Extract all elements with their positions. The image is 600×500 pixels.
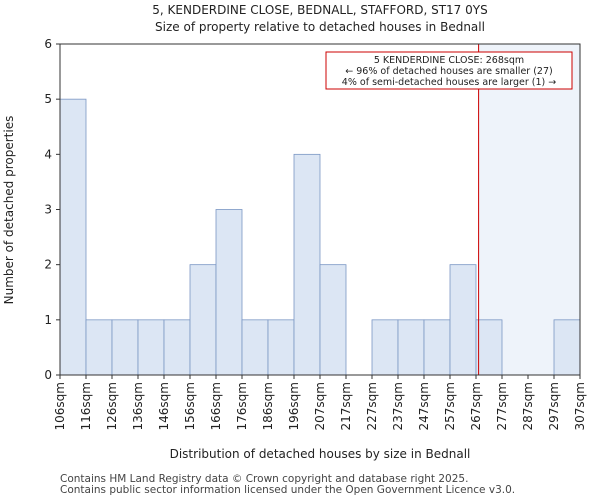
x-tick-label: 126sqm [105,382,119,430]
footer-line-1: Contains HM Land Registry data © Crown c… [60,473,469,485]
chart-subtitle: Size of property relative to detached ho… [155,20,485,34]
x-tick-label: 146sqm [157,382,171,430]
bar-156sqm [189,264,217,376]
bar-227sqm [371,319,399,376]
x-tick-label: 237sqm [391,382,405,430]
bar-257sqm [449,264,477,376]
y-tick-label: 2 [44,258,52,272]
x-tick-label: 116sqm [79,382,93,430]
x-tick-label: 277sqm [495,382,509,430]
y-tick-label: 5 [44,92,52,106]
bar-126sqm [111,319,139,376]
x-tick-label: 106sqm [53,382,67,430]
x-tick-label: 257sqm [443,382,457,430]
x-tick-label: 136sqm [131,382,145,430]
annotation: 5 KENDERDINE CLOSE: 268sqm ← 96% of deta… [325,51,573,90]
y-axis: 0 1 2 3 4 5 6 [44,37,60,382]
x-axis-label: Distribution of detached houses by size … [170,447,471,461]
bar-297sqm [553,319,581,376]
y-tick-label: 3 [44,203,52,217]
bar-267sqm [475,319,503,376]
y-tick-label: 0 [44,368,52,382]
footer: Contains HM Land Registry data © Crown c… [60,474,515,496]
bar-196sqm [293,153,321,376]
annotation-line-3: 4% of semi-detached houses are larger (1… [342,77,556,88]
x-tick-label: 227sqm [365,382,379,430]
footer-line-2: Contains public sector information licen… [60,484,516,496]
bar-146sqm [163,319,191,376]
bar-247sqm [423,319,451,376]
bar-136sqm [137,319,165,376]
x-tick-label: 297sqm [547,382,561,430]
x-tick-label: 166sqm [209,382,223,430]
annotation-line-2: ← 96% of detached houses are smaller (27… [345,66,552,77]
y-tick-label: 1 [44,313,52,327]
x-tick-label: 267sqm [469,382,483,430]
x-tick-label: 217sqm [339,382,353,430]
x-tick-label: 186sqm [261,382,275,430]
bar-207sqm [319,264,347,376]
bar-166sqm [215,209,243,376]
annotation-line-1: 5 KENDERDINE CLOSE: 268sqm [374,55,524,66]
x-tick-label: 307sqm [573,382,587,430]
x-tick-label: 207sqm [313,382,327,430]
x-tick-label: 287sqm [521,382,535,430]
x-tick-label: 176sqm [235,382,249,430]
x-tick-label: 247sqm [417,382,431,430]
x-tick-label: 196sqm [287,382,301,430]
annotation-box [325,51,573,90]
bar-116sqm [85,319,113,376]
y-tick-label: 4 [44,147,52,161]
bar-237sqm [397,319,425,376]
bars [59,98,581,376]
x-tick-label: 156sqm [183,382,197,430]
chart-title: 5, KENDERDINE CLOSE, BEDNALL, STAFFORD, … [152,3,487,17]
bar-186sqm [267,319,295,376]
bar-176sqm [241,319,269,376]
y-tick-label: 6 [44,37,52,51]
bar-106sqm [59,98,87,376]
x-axis: 106sqm 116sqm 126sqm 136sqm 146sqm 156sqm 166s… [53,375,587,430]
y-axis-label: Number of detached properties [2,116,16,305]
